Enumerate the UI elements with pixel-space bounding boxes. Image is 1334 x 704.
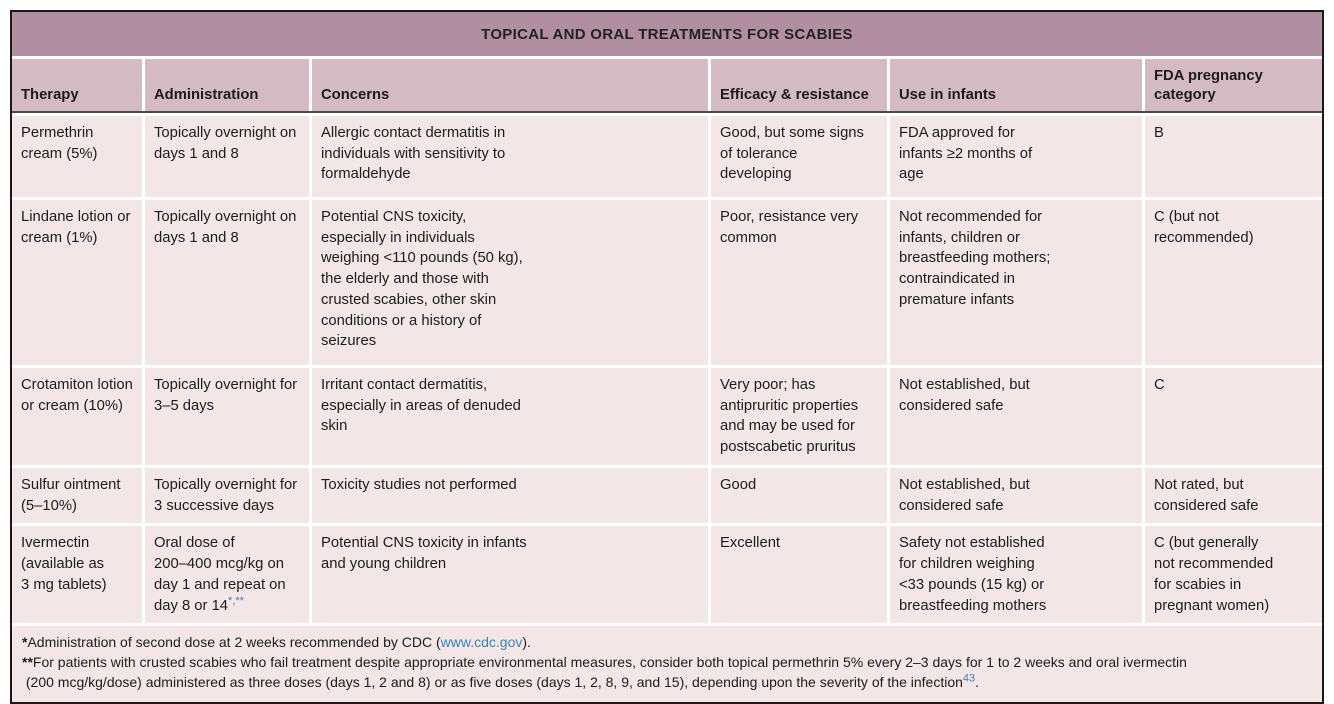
cell-therapy: Crotamiton lotion or cream (10%) [12, 368, 142, 465]
footnote-marker-asterisks: *,** [228, 594, 244, 607]
table-row-sulfur: Sulfur ointment (5–10%) Topically overni… [12, 468, 1322, 524]
cell-pregnancy-category: C (but generally not recommended for sca… [1145, 526, 1322, 624]
cell-therapy: Permethrin cream (5%) [12, 116, 142, 197]
scabies-treatment-table: TOPICAL AND ORAL TREATMENTS FOR SCABIES … [10, 10, 1324, 704]
footnotes-section: *Administration of second dose at 2 week… [12, 626, 1322, 703]
table-row-lindane: Lindane lotion or cream (1%) Topically o… [12, 200, 1322, 365]
footnote-1: *Administration of second dose at 2 week… [22, 633, 1312, 653]
cell-efficacy: Excellent [711, 526, 887, 624]
cdc-link[interactable]: www.cdc.gov [440, 634, 523, 651]
cell-use-in-infants: Not established, but considered safe [890, 468, 1142, 524]
cell-administration: Topically overnight on days 1 and 8 [145, 200, 309, 365]
footnote-1-end: ). [522, 634, 531, 651]
table-row-ivermectin: Ivermectin (available as 3 mg tablets) O… [12, 526, 1322, 624]
column-header-use-in-infants: Use in infants [890, 59, 1142, 111]
column-header-concerns: Concerns [312, 59, 708, 111]
footnote-1-marker: * [22, 634, 28, 651]
cell-use-in-infants: Not recommended for infants, children or… [890, 200, 1142, 365]
cell-efficacy: Good [711, 468, 887, 524]
table-row-crotamiton: Crotamiton lotion or cream (10%) Topical… [12, 368, 1322, 465]
column-header-therapy: Therapy [12, 59, 142, 111]
table-title: TOPICAL AND ORAL TREATMENTS FOR SCABIES [12, 12, 1322, 56]
cell-pregnancy-category: Not rated, but considered safe [1145, 468, 1322, 524]
column-header-fda-pregnancy-category: FDA pregnancy category [1145, 59, 1322, 111]
footnote-2-marker: ** [22, 654, 33, 671]
cell-efficacy: Good, but some signs of tolerance develo… [711, 116, 887, 197]
cell-administration: Topically overnight for 3 successive day… [145, 468, 309, 524]
cell-pregnancy-category: B [1145, 116, 1322, 197]
cell-administration: Topically overnight on days 1 and 8 [145, 116, 309, 197]
cell-concerns: Potential CNS toxicity, especially in in… [312, 200, 708, 365]
cell-concerns: Allergic contact dermatitis in individua… [312, 116, 708, 197]
cell-administration: Topically overnight for 3–5 days [145, 368, 309, 465]
column-header-administration: Administration [145, 59, 309, 111]
cell-efficacy: Very poor; has antipruritic properties a… [711, 368, 887, 465]
cell-pregnancy-category: C (but not recommended) [1145, 200, 1322, 365]
cell-use-in-infants: FDA approved for infants ≥2 months of ag… [890, 116, 1142, 197]
table-row-permethrin: Permethrin cream (5%) Topically overnigh… [12, 116, 1322, 197]
column-header-efficacy-resistance: Efficacy & resistance [711, 59, 887, 111]
cell-administration: Oral dose of 200–400 mcg/kg on day 1 and… [145, 526, 309, 624]
cell-concerns: Irritant contact dermatitis, especially … [312, 368, 708, 465]
footnote-1-text: Administration of second dose at 2 weeks… [27, 634, 441, 651]
footnote-2-end: . [975, 674, 980, 691]
cell-concerns: Potential CNS toxicity in infants and yo… [312, 526, 708, 624]
cell-therapy: Lindane lotion or cream (1%) [12, 200, 142, 365]
citation-43-link[interactable]: 43 [962, 672, 976, 685]
cell-pregnancy-category: C [1145, 368, 1322, 465]
cell-use-in-infants: Safety not established for children weig… [890, 526, 1142, 624]
column-header-row: Therapy Administration Concerns Efficacy… [12, 59, 1322, 113]
footnote-2-text: For patients with crusted scabies who fa… [25, 654, 1187, 691]
cell-concerns: Toxicity studies not performed [312, 468, 708, 524]
footnote-2: **For patients with crusted scabies who … [22, 653, 1312, 693]
cell-efficacy: Poor, resistance very common [711, 200, 887, 365]
cell-therapy: Ivermectin (available as 3 mg tablets) [12, 526, 142, 624]
cell-use-in-infants: Not established, but considered safe [890, 368, 1142, 465]
administration-text: Oral dose of 200–400 mcg/kg on day 1 and… [154, 535, 286, 614]
cell-therapy: Sulfur ointment (5–10%) [12, 468, 142, 524]
